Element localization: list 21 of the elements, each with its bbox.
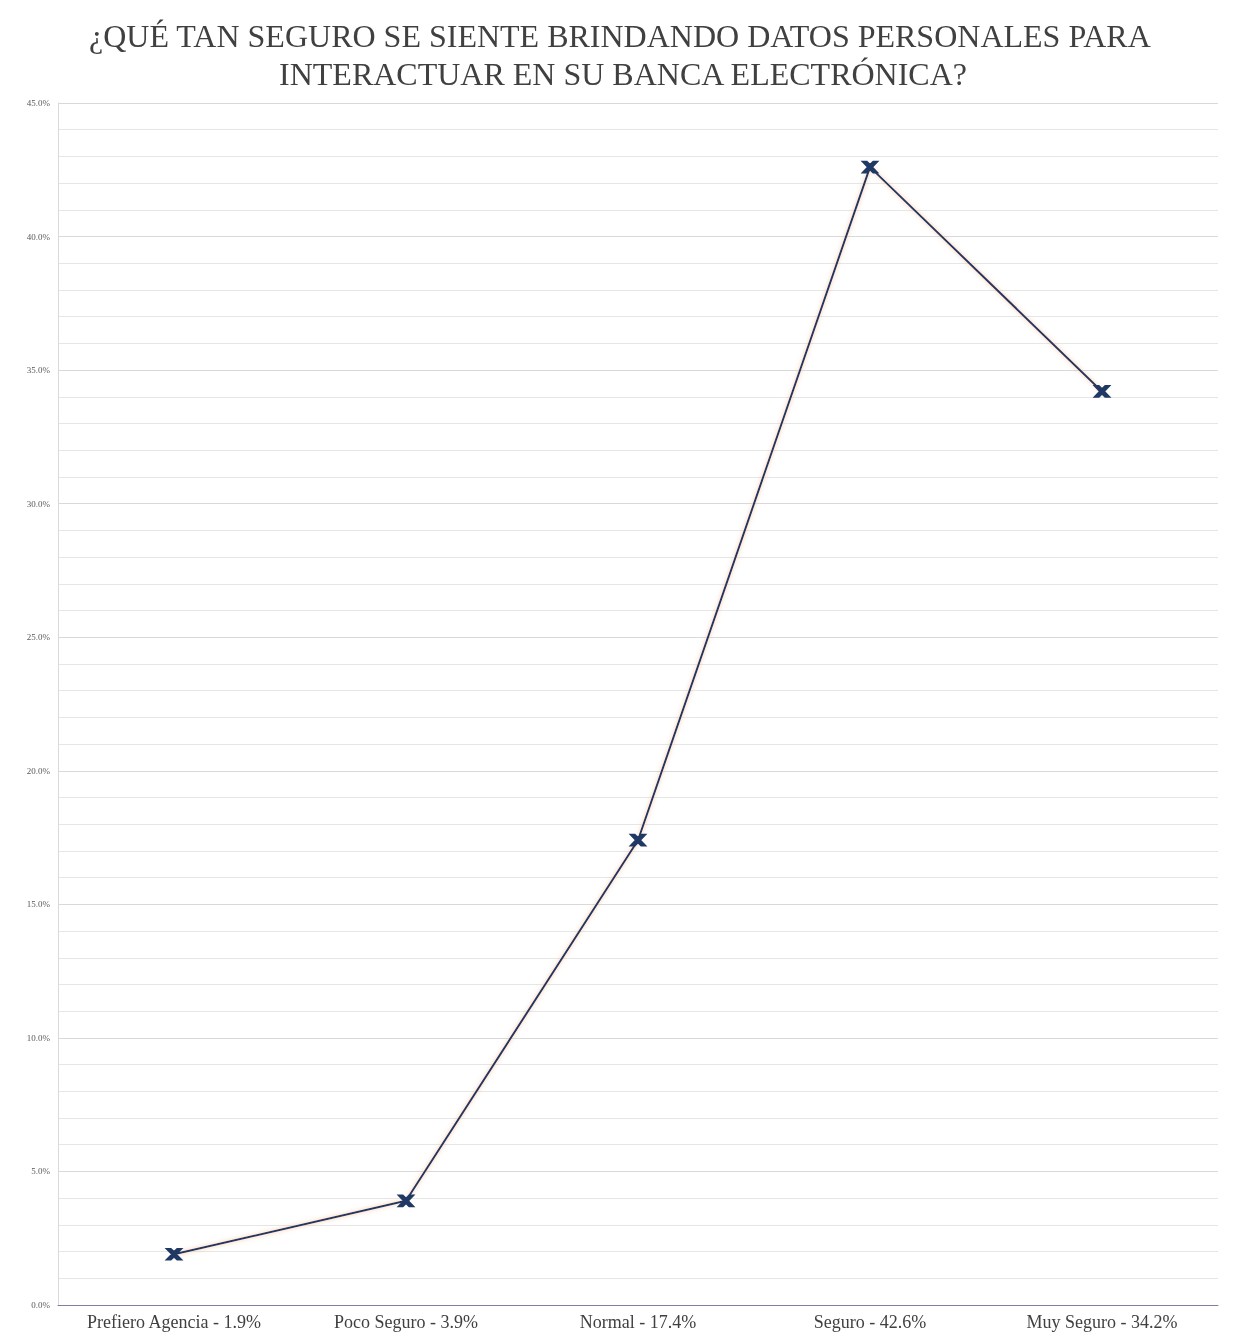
y-tick-label: 10.0% xyxy=(26,1032,51,1043)
point xyxy=(166,1247,182,1261)
x-tick-label: Prefiero Agencia - 1.9% xyxy=(87,1312,261,1332)
x-tick-label: Normal - 17.4% xyxy=(579,1312,697,1332)
y-tick-label: 15.0% xyxy=(26,899,51,910)
y-tick-label: 25.0% xyxy=(26,632,51,643)
point xyxy=(1094,384,1110,398)
point xyxy=(398,1194,414,1208)
chart-title: ¿QUÉ TAN SEGURO SE SIENTE BRINDANDO DATOS PERSONALES PARA INTERACTUAR EN SU BANCA ELECTRÓNICA? xyxy=(88,18,1158,92)
y-tick-label: 30.0% xyxy=(26,498,51,509)
y-tick-label: 20.0% xyxy=(26,765,51,776)
y-tick-label: 35.0% xyxy=(26,365,51,376)
y-tick-label: 40.0% xyxy=(26,231,51,242)
point xyxy=(630,833,646,847)
y-tick-label: 0.0% xyxy=(31,1300,51,1310)
y-tick-label: 5.0% xyxy=(31,1166,51,1177)
x-tick-label: Seguro - 42.6% xyxy=(813,1312,927,1332)
x-tick-label: Muy Seguro - 34.2% xyxy=(1026,1312,1178,1332)
x-tick-label: Poco Seguro - 3.9% xyxy=(334,1312,478,1332)
point xyxy=(862,160,878,174)
y-tick-label: 45.0% xyxy=(26,98,51,108)
